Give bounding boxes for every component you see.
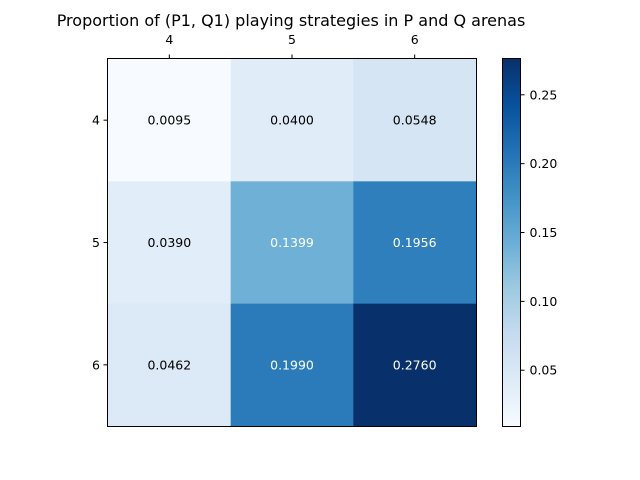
colorbar-tick-label: 0.05: [530, 363, 558, 378]
heatmap-cell: [230, 303, 354, 427]
heatmap-cell: [230, 59, 354, 182]
heatmap-cell: [108, 303, 232, 427]
cell-value-label: 0.0548: [393, 113, 437, 128]
y-tick-label: 4: [92, 113, 100, 128]
heatmap-cell: [353, 59, 477, 182]
colorbar-tick-label: 0.25: [530, 87, 558, 102]
heatmap-cells: [108, 59, 477, 427]
heatmap-cell: [230, 181, 354, 305]
x-tick-label: 6: [411, 32, 419, 47]
colorbar-tick-label: 0.20: [530, 156, 558, 171]
cell-value-label: 0.0400: [270, 113, 314, 128]
cell-value-label: 0.0462: [147, 357, 191, 372]
cell-value-label: 0.1399: [270, 235, 314, 250]
y-tick-label: 5: [92, 235, 100, 250]
cell-value-label: 0.1956: [393, 235, 437, 250]
colorbar-tick-label: 0.15: [530, 225, 558, 240]
colorbar: 0.05 0.10 0.15 0.20 0.25: [502, 58, 558, 427]
colorbar-gradient: [502, 58, 521, 427]
y-axis-ticks: 4 5 6: [92, 113, 108, 372]
cell-value-label: 0.1990: [270, 357, 314, 372]
cell-value-label: 0.0390: [147, 235, 191, 250]
heatmap-cell: [108, 59, 232, 182]
cell-value-label: 0.0095: [147, 113, 191, 128]
y-tick-label: 6: [92, 357, 100, 372]
colorbar-tick-label: 0.10: [530, 294, 558, 309]
heatmap-cell: [353, 181, 477, 305]
x-axis-ticks: 4 5 6: [165, 32, 419, 59]
heatmap-cell: [108, 181, 232, 305]
chart-title: Proportion of (P1, Q1) playing strategie…: [57, 11, 526, 30]
heatmap-value-labels: 0.0095 0.0400 0.0548 0.0390 0.1399 0.1956 0.04…: [147, 113, 436, 373]
x-tick-label: 5: [288, 32, 296, 47]
x-tick-label: 4: [165, 32, 173, 47]
cell-value-label: 0.2760: [393, 357, 437, 372]
heatmap-cell: [353, 303, 477, 427]
colorbar-ticks: 0.05 0.10 0.15 0.20 0.25: [520, 87, 558, 378]
